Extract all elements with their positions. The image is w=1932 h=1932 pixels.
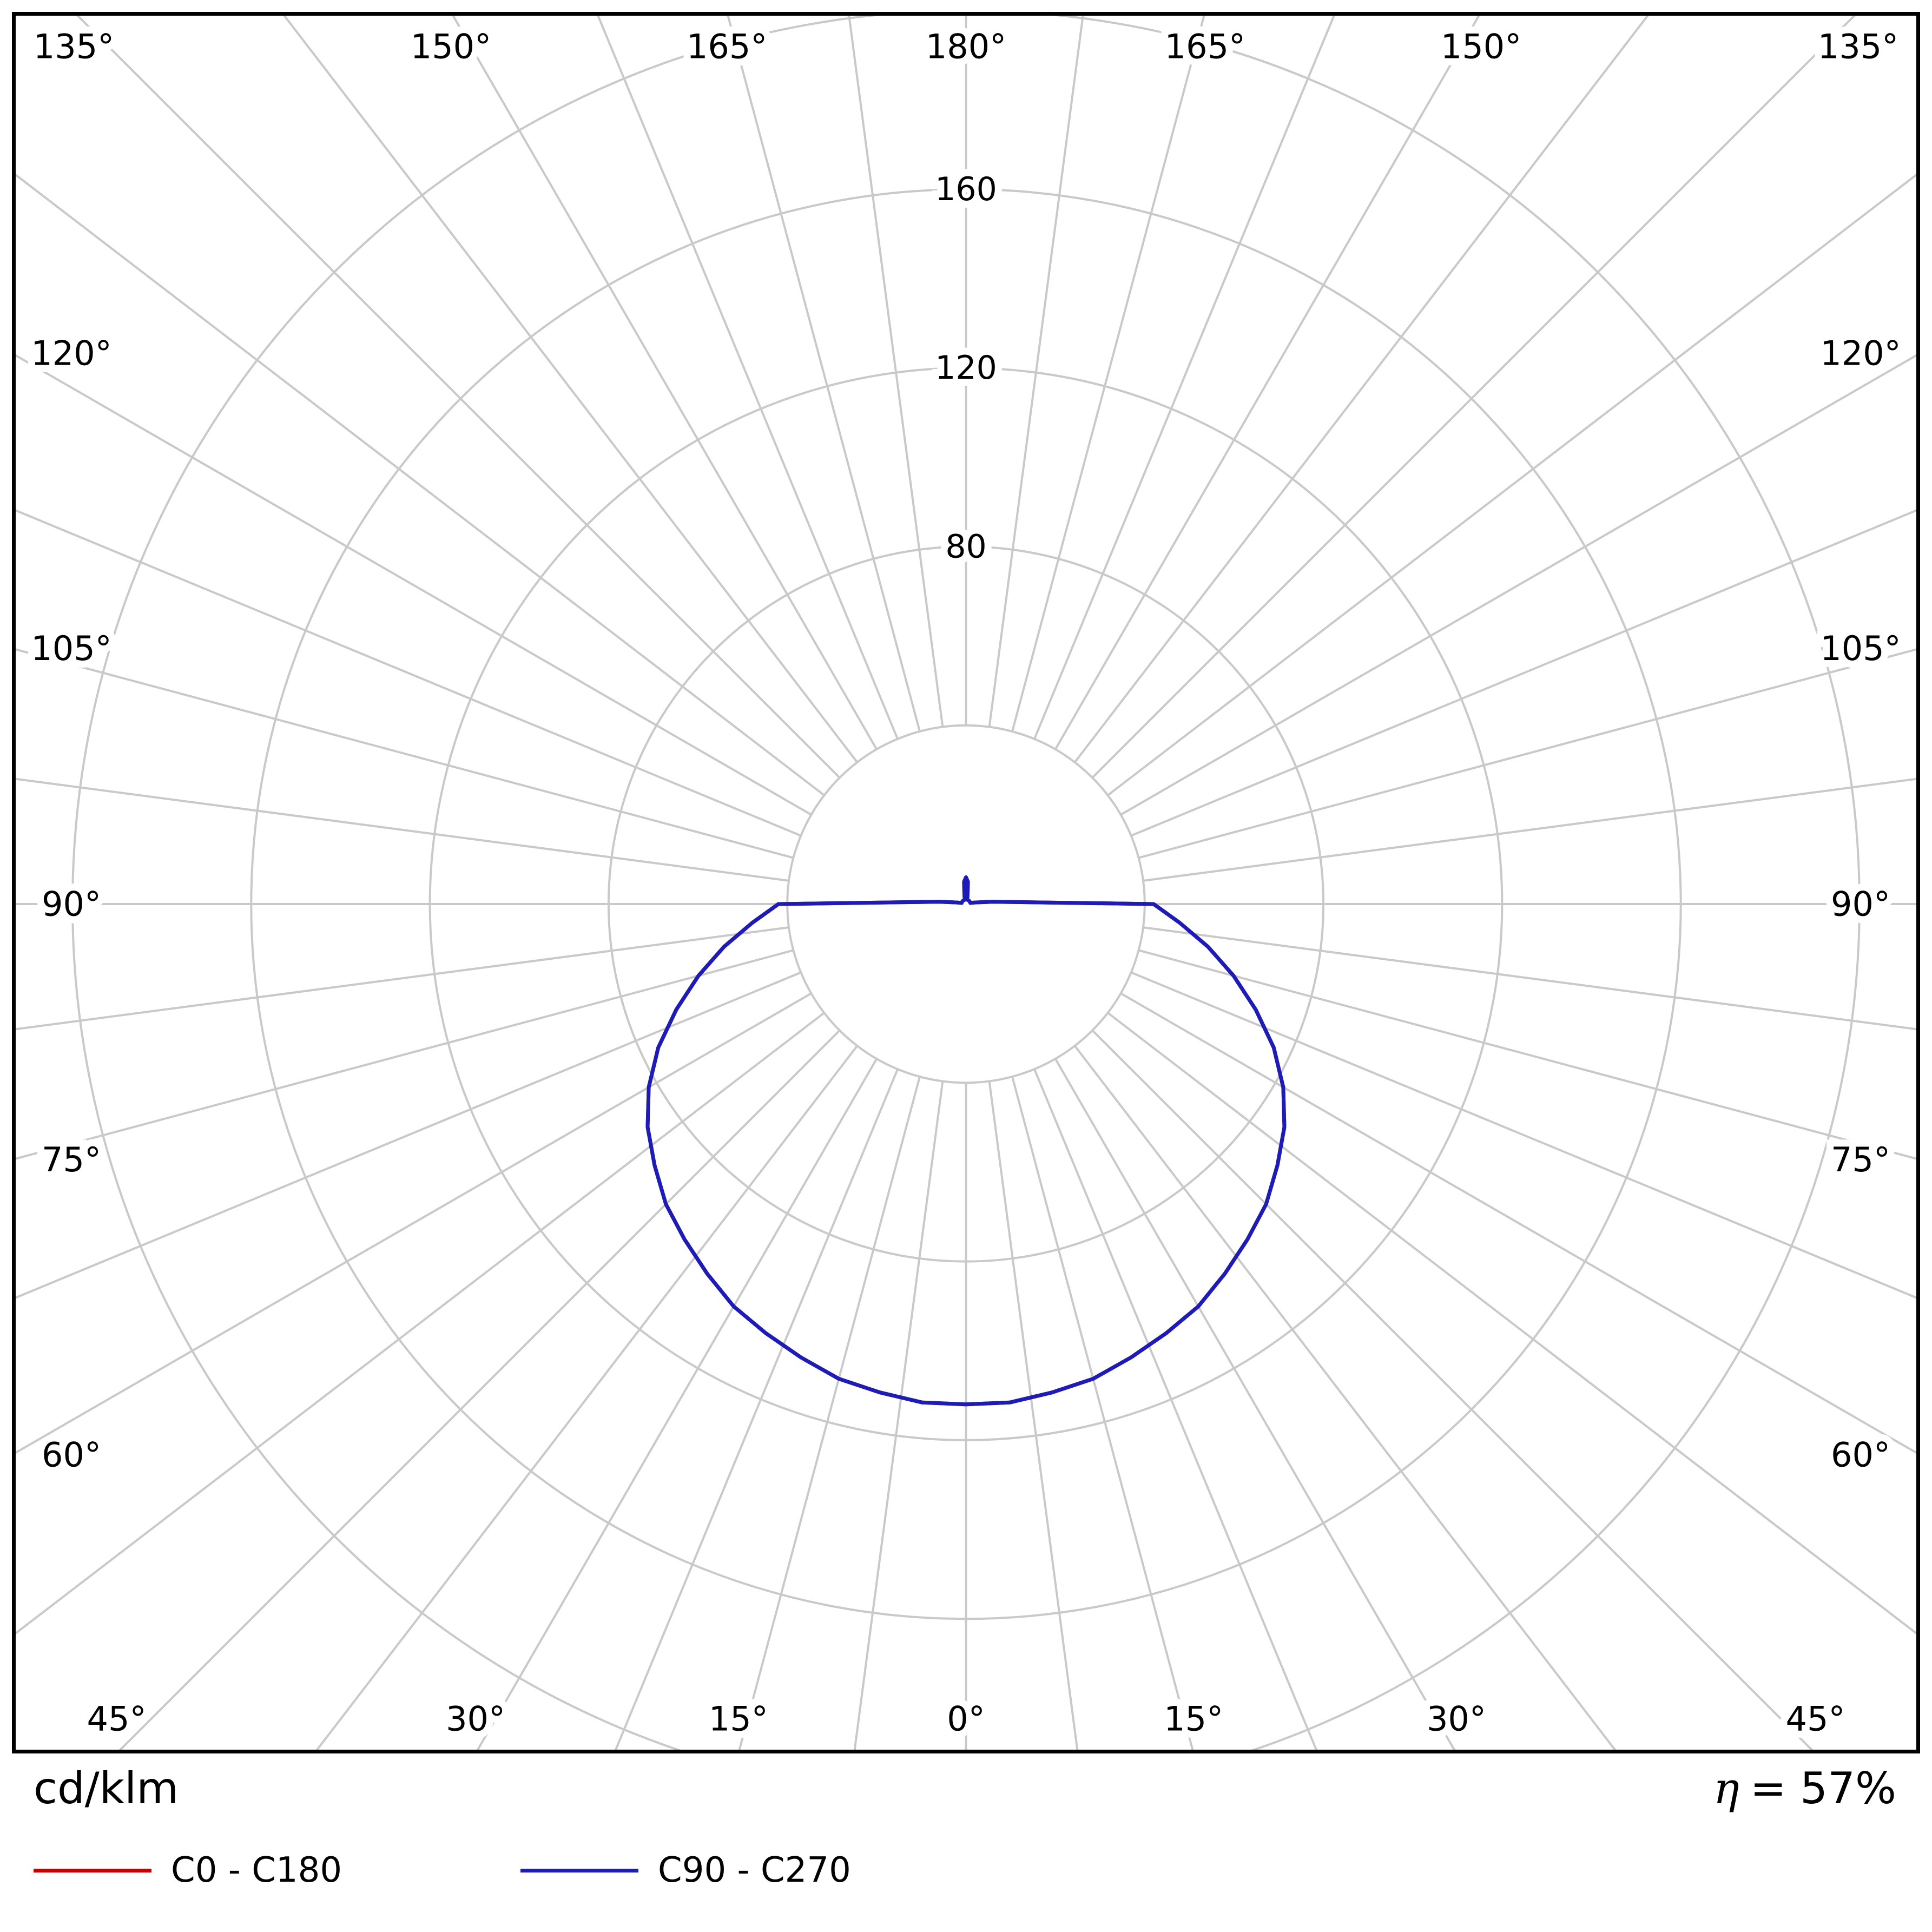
legend: C0 - C180 C90 - C270 [34, 1850, 851, 1890]
angle-label: 120° [31, 333, 111, 373]
angle-label: 165° [1165, 27, 1245, 67]
angle-label: 45° [1786, 1699, 1845, 1739]
angle-label: 30° [1427, 1699, 1486, 1739]
legend-line-sample-c0 [34, 1868, 151, 1872]
unit-label: cd/klm [34, 1763, 179, 1814]
angle-label: 30° [446, 1699, 505, 1739]
radial-tick-label: 80 [945, 527, 986, 565]
angle-label: 60° [42, 1435, 101, 1475]
radial-tick-labels: 80 120 160 [928, 163, 1004, 573]
angle-label: 150° [411, 27, 491, 67]
angle-label: 45° [87, 1699, 147, 1739]
legend-label-c90: C90 - C270 [658, 1850, 851, 1890]
angle-label: 180° [926, 27, 1006, 67]
angle-label: 15° [709, 1699, 768, 1739]
efficiency-label: η = 57% [1713, 1765, 1896, 1812]
angle-label: 135° [1818, 27, 1898, 67]
angle-label: 105° [31, 629, 111, 668]
angle-label: 0° [947, 1699, 985, 1739]
angle-label: 60° [1831, 1435, 1890, 1475]
legend-item-c0-c180: C0 - C180 [34, 1850, 342, 1890]
legend-label-c0: C0 - C180 [171, 1850, 342, 1890]
angle-label: 90° [42, 885, 101, 924]
angle-label: 135° [34, 27, 114, 67]
radial-tick-label: 160 [935, 170, 997, 208]
angle-label: 15° [1164, 1699, 1223, 1739]
series-c90-c270 [645, 875, 1287, 1407]
diagram-frame [12, 12, 1920, 1753]
angle-label: 75° [42, 1140, 101, 1179]
efficiency-value: = 57% [1750, 1763, 1896, 1814]
angle-label: 105° [1820, 629, 1901, 668]
radial-tick-label: 120 [935, 349, 997, 387]
legend-item-c90-c270: C90 - C270 [520, 1850, 851, 1890]
eta-symbol: η [1713, 1763, 1739, 1814]
angle-labels: 0° 15° 15° 30° 30° 45° 45° 60° 60° 75° 75° 90° 90° 10… [24, 20, 1908, 1746]
angle-label: 165° [687, 27, 767, 67]
angle-label: 90° [1831, 885, 1890, 924]
angle-label: 120° [1820, 333, 1901, 373]
legend-line-sample-c90 [520, 1868, 639, 1872]
series-curves [645, 875, 1287, 1407]
angle-label: 150° [1441, 27, 1521, 67]
angle-label: 75° [1831, 1140, 1890, 1179]
